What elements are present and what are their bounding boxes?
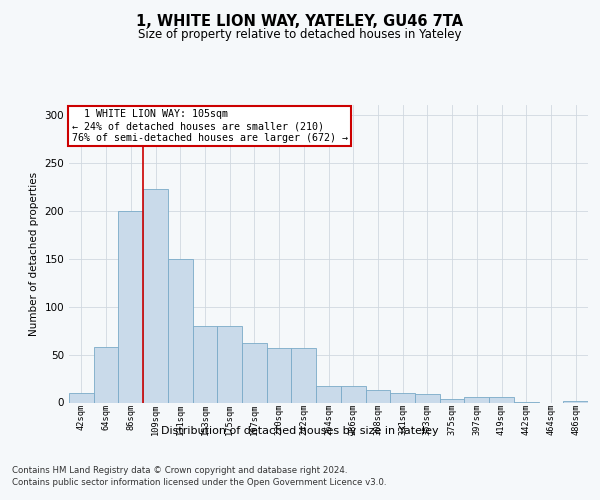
Bar bbox=[440, 398, 464, 402]
Bar bbox=[464, 396, 489, 402]
Y-axis label: Number of detached properties: Number of detached properties bbox=[29, 172, 39, 336]
Bar bbox=[143, 190, 168, 402]
Text: Size of property relative to detached houses in Yateley: Size of property relative to detached ho… bbox=[138, 28, 462, 41]
Bar bbox=[118, 210, 143, 402]
Text: Contains public sector information licensed under the Open Government Licence v3: Contains public sector information licen… bbox=[12, 478, 386, 487]
Bar bbox=[292, 348, 316, 403]
Bar bbox=[168, 258, 193, 402]
Bar bbox=[365, 390, 390, 402]
Bar bbox=[316, 386, 341, 402]
Bar bbox=[563, 400, 588, 402]
Bar bbox=[242, 343, 267, 402]
Text: Distribution of detached houses by size in Yateley: Distribution of detached houses by size … bbox=[161, 426, 439, 436]
Bar bbox=[415, 394, 440, 402]
Text: 1, WHITE LION WAY, YATELEY, GU46 7TA: 1, WHITE LION WAY, YATELEY, GU46 7TA bbox=[136, 14, 464, 29]
Bar bbox=[193, 326, 217, 402]
Text: 1 WHITE LION WAY: 105sqm  
← 24% of detached houses are smaller (210)
76% of sem: 1 WHITE LION WAY: 105sqm ← 24% of detach… bbox=[71, 110, 347, 142]
Bar bbox=[390, 393, 415, 402]
Text: Contains HM Land Registry data © Crown copyright and database right 2024.: Contains HM Land Registry data © Crown c… bbox=[12, 466, 347, 475]
Bar bbox=[69, 393, 94, 402]
Bar bbox=[341, 386, 365, 402]
Bar bbox=[217, 326, 242, 402]
Bar bbox=[94, 347, 118, 403]
Bar bbox=[267, 348, 292, 403]
Bar bbox=[489, 396, 514, 402]
